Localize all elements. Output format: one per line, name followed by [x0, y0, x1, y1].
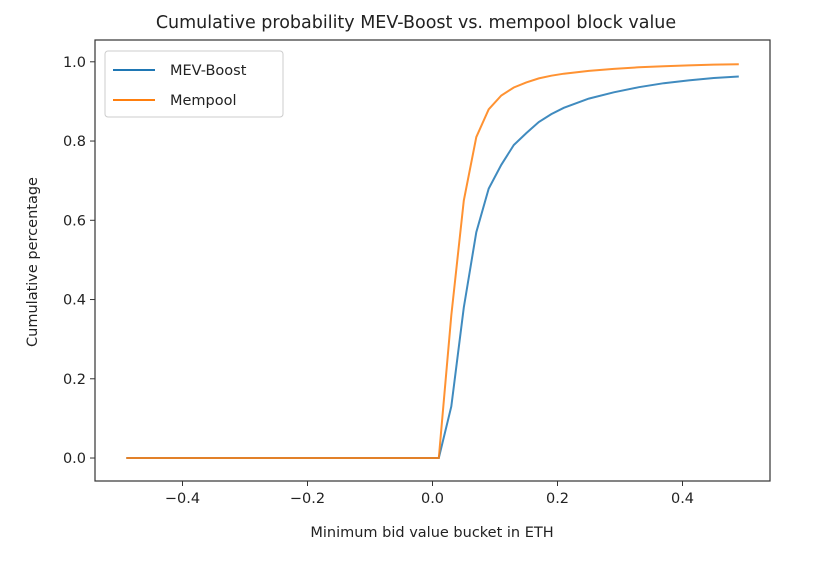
legend: MEV-Boost Mempool [104, 50, 284, 118]
x-tick-label: −0.2 [290, 491, 325, 507]
x-tick-label: 0.0 [421, 491, 444, 507]
y-tick-label: 0.0 [63, 451, 86, 467]
x-axis-label: Minimum bid value bucket in ETH [310, 525, 553, 541]
y-tick-label: 0.4 [63, 293, 86, 309]
legend-label-mev-boost: MEV-Boost [170, 63, 247, 79]
legend-label-mempool: Mempool [170, 93, 237, 109]
chart-title: Cumulative probability MEV-Boost vs. mem… [156, 13, 676, 33]
x-axis-ticks: −0.4 −0.2 0.0 0.2 0.4 [165, 481, 694, 507]
plot-lines [126, 63, 739, 459]
series-line-mev-boost [126, 75, 739, 459]
y-tick-label: 0.8 [63, 134, 86, 150]
x-tick-label: −0.4 [165, 491, 200, 507]
x-tick-label: 0.2 [546, 491, 569, 507]
y-axis-ticks: 0.0 0.2 0.4 0.6 0.8 1.0 [63, 55, 95, 467]
x-tick-label: 0.4 [671, 491, 694, 507]
y-tick-label: 1.0 [63, 55, 86, 71]
y-axis-label: Cumulative percentage [25, 177, 41, 347]
series-line-mempool [126, 63, 739, 459]
y-tick-label: 0.2 [63, 372, 86, 388]
y-tick-label: 0.6 [63, 213, 86, 229]
